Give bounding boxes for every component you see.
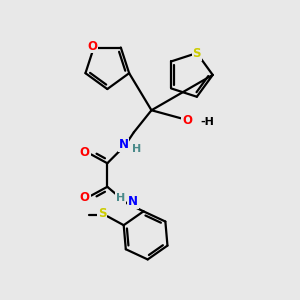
Text: H: H bbox=[116, 193, 125, 203]
Text: S: S bbox=[98, 207, 106, 220]
Text: O: O bbox=[87, 40, 97, 52]
Text: N: N bbox=[118, 139, 128, 152]
Text: -H: -H bbox=[200, 117, 214, 127]
Text: S: S bbox=[193, 46, 201, 60]
Text: O: O bbox=[80, 190, 90, 204]
Text: H: H bbox=[131, 144, 141, 154]
Text: O: O bbox=[182, 114, 192, 127]
Text: N: N bbox=[128, 195, 138, 208]
Text: O: O bbox=[80, 146, 90, 159]
